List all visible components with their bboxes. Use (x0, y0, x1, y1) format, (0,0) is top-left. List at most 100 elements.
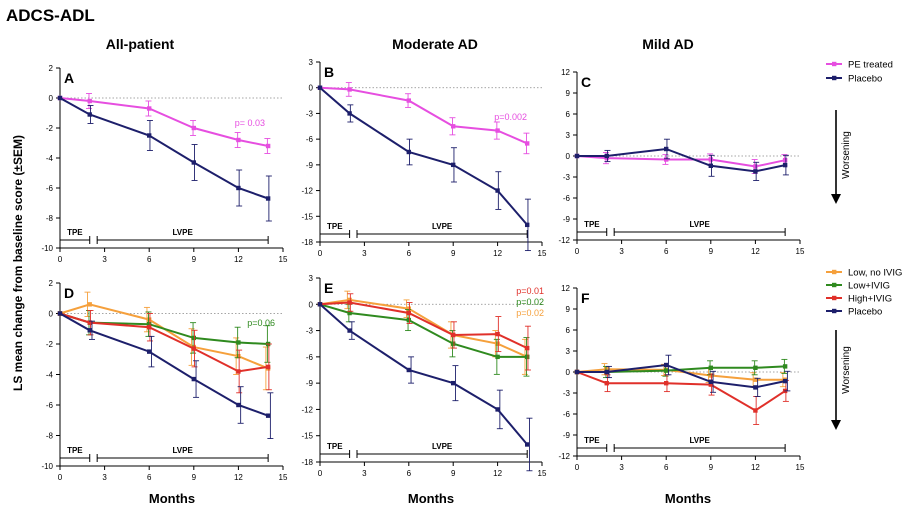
series-line (319, 86, 528, 226)
y-tick-label: -15 (301, 212, 313, 221)
data-point (753, 164, 758, 169)
y-tick-label: -12 (301, 405, 313, 414)
data-point (664, 368, 669, 373)
worsening-arrow-top: Worsening (831, 110, 852, 204)
legend-bottom: Low, no IVIG Low+IVIG High+IVIG Placebo (826, 268, 902, 318)
y-tick-label: 3 (309, 274, 314, 283)
y-tick-label: -3 (306, 327, 314, 336)
data-point (406, 317, 411, 323)
data-point (406, 310, 411, 316)
y-tick-label: -3 (563, 389, 571, 398)
x-tick-label: 3 (102, 255, 107, 264)
panel-f: 12 9 6 3 0 -3 -6 -9 -12 0 3 6 9 12 15 F TPE LVPE (558, 284, 805, 472)
data-point (708, 163, 713, 168)
y-tick-label: -15 (301, 432, 313, 441)
x-tick-label: 15 (796, 247, 805, 256)
series-placebo (574, 354, 791, 397)
x-tick-label: 9 (192, 473, 197, 482)
y-tick-label: 0 (309, 300, 314, 309)
data-point (782, 364, 788, 369)
panel-letter: D (64, 285, 74, 301)
column-title-mild-ad: Mild AD (642, 36, 694, 52)
y-tick-label: -9 (306, 161, 314, 170)
data-point (87, 328, 92, 333)
data-point (265, 143, 271, 149)
x-tick-label: 6 (407, 249, 412, 258)
x-tick-label: 0 (318, 469, 323, 478)
data-point (451, 124, 456, 129)
y-tick-label: 3 (309, 58, 314, 67)
lvpe-label: LVPE (172, 446, 193, 455)
x-tick-label: 3 (362, 249, 367, 258)
tpe-label: TPE (327, 442, 343, 451)
y-tick-label: 2 (49, 279, 54, 288)
y-tick-label: 12 (561, 68, 570, 77)
series-line (319, 301, 528, 350)
data-point (753, 408, 758, 413)
x-tick-label: 12 (234, 255, 243, 264)
y-tick-label: -2 (46, 124, 54, 133)
y-tick-label: -3 (306, 109, 314, 118)
legend-item: Placebo (826, 74, 882, 85)
data-point (782, 158, 788, 163)
data-point (574, 153, 580, 159)
x-tick-label: 3 (619, 463, 624, 472)
legend-label: Placebo (848, 74, 882, 85)
data-point (265, 364, 271, 370)
data-point (57, 311, 63, 316)
data-point (147, 349, 152, 354)
data-point (87, 98, 92, 104)
y-tick-label: -4 (46, 371, 54, 380)
y-tick-label: -9 (563, 215, 571, 224)
data-point (574, 369, 580, 375)
y-tick-label: 6 (566, 326, 571, 335)
x-tick-label: 9 (192, 255, 197, 264)
y-tick-label: -6 (306, 135, 314, 144)
y-tick-label: -4 (46, 154, 54, 163)
series-line (576, 155, 786, 168)
panel-letter: C (581, 74, 591, 90)
data-point (265, 413, 271, 418)
data-point (147, 317, 152, 322)
series-placebo (57, 95, 272, 222)
legend-swatch-marker (832, 295, 837, 301)
data-point (708, 379, 713, 384)
data-point (57, 95, 63, 101)
data-point (347, 328, 352, 333)
data-point (191, 376, 196, 382)
legend-label: Placebo (848, 307, 882, 318)
x-axis-title-col2: Months (408, 491, 454, 506)
y-tick-label: -6 (563, 194, 571, 203)
data-point (236, 137, 241, 143)
series-line (59, 312, 269, 417)
x-tick-label: 15 (538, 249, 547, 258)
y-tick-label: -8 (46, 432, 54, 441)
data-point (87, 302, 92, 307)
data-point (664, 381, 669, 386)
y-tick-label: -12 (558, 236, 570, 245)
worsening-arrow-head-top (831, 194, 841, 204)
series-line (319, 303, 528, 358)
data-point (708, 382, 713, 387)
y-tick-label: -10 (41, 462, 53, 471)
data-point (664, 362, 669, 368)
data-point (451, 162, 456, 168)
x-tick-label: 6 (664, 247, 669, 256)
y-tick-label: -18 (301, 238, 313, 247)
data-point (147, 133, 152, 138)
column-title-moderate-ad: Moderate AD (392, 36, 478, 52)
data-point (191, 335, 196, 341)
x-tick-label: 0 (575, 463, 580, 472)
x-tick-label: 6 (407, 469, 412, 478)
data-point (147, 321, 152, 327)
series-high-ivig (57, 310, 272, 394)
x-tick-label: 6 (147, 255, 152, 264)
data-point (406, 98, 411, 103)
y-tick-label: -12 (301, 187, 313, 196)
data-point (604, 369, 609, 375)
legend-swatch-marker (832, 61, 837, 67)
y-tick-label: 0 (309, 84, 314, 93)
x-tick-label: 12 (493, 249, 502, 258)
data-point (406, 149, 411, 155)
